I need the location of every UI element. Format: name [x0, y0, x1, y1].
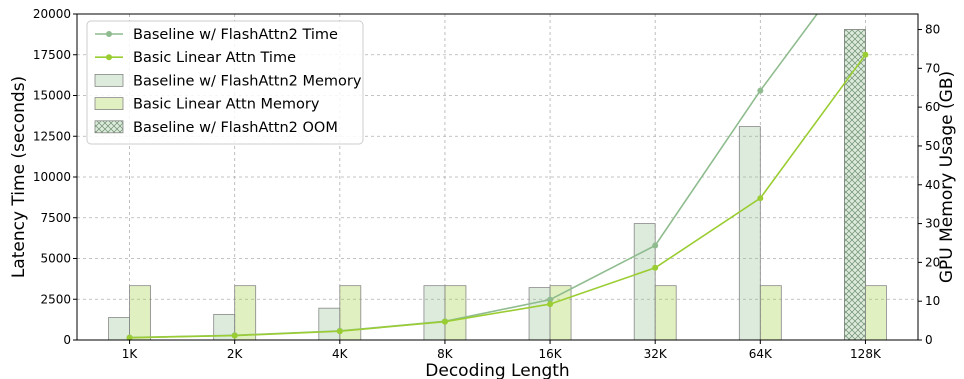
legend-box [86, 20, 364, 145]
bar-baseline-memory [738, 126, 761, 341]
y-left-tick-label: 5000 [40, 252, 71, 266]
point-baseline-time [757, 87, 764, 94]
x-tick-label: 16K [538, 347, 562, 361]
legend: Baseline w/ FlashAttn2 Time Basic Linear … [86, 20, 364, 145]
legend-label: Baseline w/ FlashAttn2 Memory [133, 73, 362, 89]
bar-baseline-memory [633, 223, 656, 341]
y-right-tick-label: 60 [925, 100, 940, 114]
point-linear-time [547, 301, 554, 308]
point-linear-time [441, 318, 448, 325]
x-tick-label: 4K [332, 347, 349, 361]
y-left-tick-label: 7500 [40, 211, 71, 225]
y-axis-left-title: Latency Time (seconds) [9, 76, 29, 278]
y-right-tick-label: 70 [925, 61, 940, 75]
legend-marker [106, 54, 112, 61]
bar-linear-memory [654, 285, 677, 341]
x-tick-label: 1K [122, 347, 139, 361]
point-linear-time [862, 51, 869, 58]
bar-baseline-oom-hatch [844, 29, 866, 341]
legend-label: Basic Linear Attn Time [133, 50, 296, 66]
line-linear-time [129, 54, 867, 339]
legend-label: Baseline w/ FlashAttn2 Time [133, 27, 338, 43]
point-linear-time [336, 328, 343, 335]
point-linear-time [757, 195, 764, 202]
x-axis-title: Decoding Length [425, 361, 569, 379]
x-tick-label: 64K [749, 347, 773, 361]
lines [126, 14, 869, 341]
bar-linear-memory [759, 285, 782, 341]
x-tick-label: 128K [850, 347, 882, 361]
y-left-tick-label: 0 [63, 333, 71, 347]
x-tick-label: 8K [437, 347, 454, 361]
y-right-tick-label: 10 [925, 294, 940, 308]
bar-baseline-memory [318, 307, 341, 341]
y-right-tick-label: 0 [925, 333, 933, 347]
legend-marker [106, 31, 112, 37]
point-linear-time [126, 334, 133, 341]
legend-hatch-swatch [95, 120, 123, 133]
bar-linear-memory [234, 285, 257, 341]
bar-linear-memory [339, 285, 362, 341]
y-left-tick-label: 17500 [33, 48, 71, 62]
bar-linear-memory [129, 285, 151, 341]
bar-linear-memory [444, 285, 467, 341]
legend-label: Baseline w/ FlashAttn2 OOM [133, 120, 338, 136]
point-baseline-time [547, 296, 554, 303]
bars [108, 29, 887, 341]
bar-linear-memory [865, 285, 887, 341]
bar-baseline-memory [108, 317, 130, 341]
axes: 0 2500 5000 7500 10000 12500 15000 17500 20000 0 1… [33, 7, 940, 361]
y-right-tick-label: 80 [925, 23, 940, 37]
y-right-tick-label: 50 [925, 139, 940, 153]
point-linear-time [652, 264, 659, 271]
y-left-tick-label: 10000 [33, 170, 71, 184]
bar-baseline-memory [528, 287, 551, 341]
y-left-tick-label: 12500 [33, 129, 71, 143]
y-left-tick-label: 2500 [40, 292, 71, 306]
point-linear-time [231, 332, 238, 339]
legend-bar-swatch [94, 97, 124, 110]
x-tick-label: 32K [644, 347, 668, 361]
y-left-tick-label: 15000 [33, 89, 71, 103]
bar-baseline-memory [423, 285, 446, 341]
y-left-tick-label: 20000 [33, 7, 71, 21]
point-baseline-time [652, 242, 659, 249]
y-right-tick-label: 30 [925, 217, 940, 231]
legend-label: Basic Linear Attn Memory [133, 97, 320, 113]
y-right-tick-label: 40 [925, 178, 940, 192]
y-axis-right-title: GPU Memory Usage (GB) [937, 71, 957, 283]
y-right-tick-label: 20 [925, 255, 940, 269]
x-tick-label: 2K [227, 347, 244, 361]
legend-bar-swatch [94, 74, 124, 87]
